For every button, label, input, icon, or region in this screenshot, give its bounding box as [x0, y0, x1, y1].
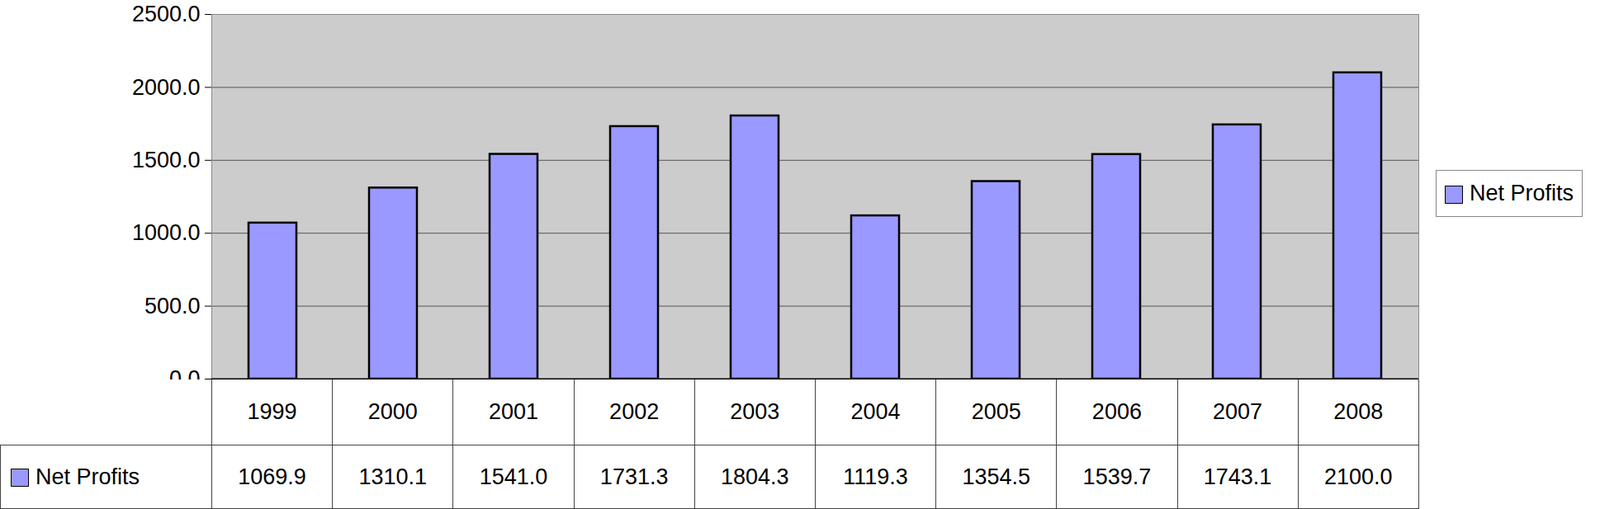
svg-text:0.0: 0.0 — [169, 366, 201, 380]
html-text:2006: 2006 — [1092, 399, 1142, 425]
html-text:1069.9: 1069.9 — [238, 464, 307, 490]
svg-text:1500.0: 1500.0 — [132, 147, 201, 173]
svg-text:2000.0: 2000.0 — [132, 75, 201, 100]
html-text:1541.0: 1541.0 — [479, 464, 548, 490]
html-text:2007: 2007 — [1212, 399, 1263, 425]
html-text:1804.3: 1804.3 — [720, 464, 789, 490]
html-text:1354.5: 1354.5 — [962, 464, 1031, 490]
html-text:Net Profits: Net Profits — [1469, 180, 1574, 206]
html-text:2002: 2002 — [609, 399, 659, 425]
html-text:2008: 2008 — [1333, 399, 1384, 425]
html-text:Net Profits: Net Profits — [35, 464, 140, 490]
html-text:1119.3: 1119.3 — [843, 464, 908, 490]
html-text:1999: 1999 — [247, 399, 297, 425]
html-text:1731.3: 1731.3 — [600, 464, 669, 490]
html-text:1743.1: 1743.1 — [1203, 464, 1272, 490]
svg-text:500.0: 500.0 — [144, 293, 201, 319]
html-text:2003: 2003 — [730, 399, 780, 425]
svg-text:2500.0: 2500.0 — [132, 1, 201, 27]
html-text:2100.0: 2100.0 — [1324, 464, 1393, 490]
html-text:2004: 2004 — [850, 399, 901, 425]
html-text:2000: 2000 — [367, 399, 418, 425]
html-text:2005: 2005 — [971, 399, 1022, 425]
svg-text:1000.0: 1000.0 — [132, 220, 201, 246]
html-text:1310.1: 1310.1 — [358, 464, 427, 490]
html-text:1539.7: 1539.7 — [1082, 464, 1152, 490]
html-text:2001: 2001 — [488, 399, 539, 425]
